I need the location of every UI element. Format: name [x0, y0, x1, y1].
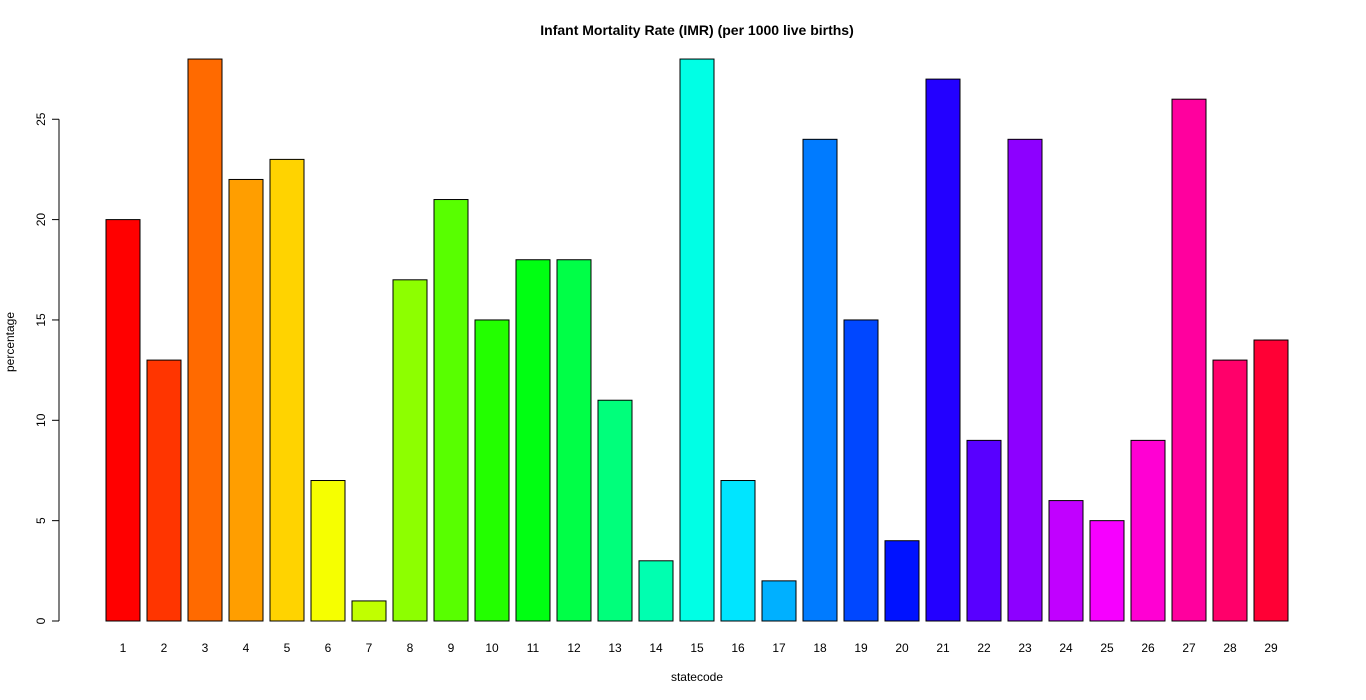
- bar-18: [802, 138, 838, 622]
- bar-10: [474, 319, 510, 622]
- bar-26: [1130, 439, 1166, 622]
- bar-9: [433, 199, 469, 622]
- bar-21: [925, 78, 961, 622]
- bar-7: [351, 600, 387, 622]
- x-tick-label: 6: [325, 641, 332, 655]
- bar-25: [1089, 520, 1125, 622]
- bar-20: [884, 540, 920, 622]
- x-tick-label: 19: [854, 641, 868, 655]
- x-tick-label: 10: [485, 641, 499, 655]
- y-tick-label: 25: [34, 112, 48, 126]
- x-tick-label: 12: [567, 641, 581, 655]
- bar-23: [1007, 138, 1043, 622]
- x-tick-label: 14: [649, 641, 663, 655]
- x-tick-label: 17: [772, 641, 786, 655]
- bar-8: [392, 279, 428, 622]
- bar-22: [966, 439, 1002, 622]
- bar-17: [761, 580, 797, 622]
- x-tick-label: 13: [608, 641, 622, 655]
- bar-28: [1212, 359, 1248, 622]
- x-tick-label: 24: [1059, 641, 1073, 655]
- bar-13: [597, 399, 633, 622]
- bar-14: [638, 560, 674, 622]
- x-tick-label: 2: [161, 641, 168, 655]
- bar-15: [679, 58, 715, 622]
- bar-16: [720, 480, 756, 622]
- bar-3: [187, 58, 223, 622]
- bars-group: [105, 58, 1289, 622]
- bar-4: [228, 178, 264, 622]
- bar-24: [1048, 500, 1084, 622]
- x-tick-label: 3: [202, 641, 209, 655]
- bar-2: [146, 359, 182, 622]
- x-tick-label: 9: [448, 641, 455, 655]
- x-tick-labels: 1 2 3 4 5 6 7 8 9 10 11 12 13 14 15 16 17 18 19 20 21 22 23 24 2…: [120, 641, 1278, 655]
- bar-6: [310, 480, 346, 622]
- x-tick-label: 27: [1182, 641, 1196, 655]
- x-tick-label: 22: [977, 641, 991, 655]
- x-tick-label: 18: [813, 641, 827, 655]
- y-tick-label: 5: [34, 517, 48, 524]
- bar-5: [269, 158, 305, 622]
- y-axis-label: percentage: [3, 312, 17, 372]
- bar-11: [515, 259, 551, 622]
- x-tick-label: 25: [1100, 641, 1114, 655]
- y-axis: 0 5 10 15 20 25: [34, 112, 60, 624]
- x-tick-label: 4: [243, 641, 250, 655]
- chart-title: Infant Mortality Rate (IMR) (per 1000 li…: [540, 22, 854, 38]
- x-tick-label: 7: [366, 641, 373, 655]
- x-tick-label: 26: [1141, 641, 1155, 655]
- bar-1: [105, 219, 141, 622]
- bar-12: [556, 259, 592, 622]
- y-tick-label: 20: [34, 213, 48, 227]
- x-tick-label: 8: [407, 641, 414, 655]
- y-tick-label: 0: [34, 617, 48, 624]
- x-tick-label: 23: [1018, 641, 1032, 655]
- x-tick-label: 29: [1264, 641, 1278, 655]
- x-tick-label: 15: [690, 641, 704, 655]
- x-tick-label: 28: [1223, 641, 1237, 655]
- y-tick-label: 10: [34, 413, 48, 427]
- bar-19: [843, 319, 879, 622]
- bar-27: [1171, 98, 1207, 622]
- x-tick-label: 5: [284, 641, 291, 655]
- x-axis-label: statecode: [671, 670, 723, 684]
- y-tick-label: 15: [34, 313, 48, 327]
- x-tick-label: 20: [895, 641, 909, 655]
- bar-29: [1253, 339, 1289, 622]
- x-tick-label: 16: [731, 641, 745, 655]
- x-tick-label: 11: [527, 641, 540, 655]
- x-tick-label: 21: [936, 641, 950, 655]
- x-tick-label: 1: [120, 641, 127, 655]
